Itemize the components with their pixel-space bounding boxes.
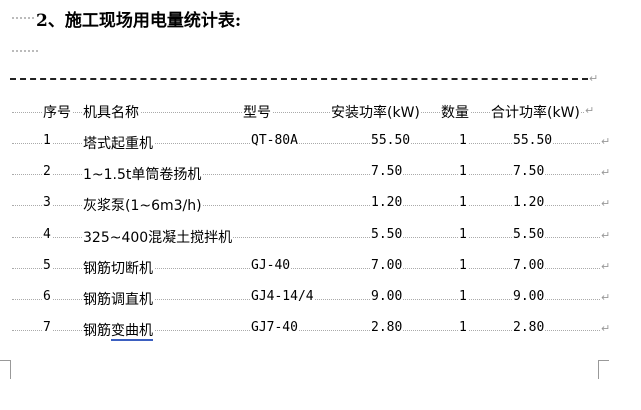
table-cell: 1.20 xyxy=(370,195,404,211)
table-cell: 1 xyxy=(458,133,468,148)
table-cell: 1 xyxy=(458,226,468,242)
table-cell: 2.80 xyxy=(370,320,404,336)
table-cell: 4 xyxy=(42,226,52,242)
table-cell: 7.50 xyxy=(512,164,546,180)
paragraph-mark: ↵ xyxy=(589,72,599,85)
paragraph-mark: ↵ xyxy=(600,259,612,273)
paragraph-mark: ↵ xyxy=(584,104,596,117)
table-cell: GJ-40 xyxy=(250,257,292,273)
table-cell: QT-80A xyxy=(250,133,299,148)
paragraph-mark: ↵ xyxy=(600,228,612,242)
table-cell: 1 xyxy=(458,257,468,273)
table-cell: GJ4-14/4 xyxy=(250,289,315,304)
table-cell: 2.80 xyxy=(512,320,546,336)
table-row: 4 325~400混凝土搅拌机 5.50 1 5.50 ↵ xyxy=(0,226,641,247)
table-row: 7 钢筋变曲机 GJ7-40 2.80 1 2.80 ↵ xyxy=(0,320,641,342)
table-row: 2 1~1.5t单筒卷扬机 7.50 1 7.50 ↵ xyxy=(0,164,641,185)
table-cell: 1 xyxy=(42,133,52,148)
empty-line-dots xyxy=(12,50,38,52)
column-header: 数量 xyxy=(440,102,470,122)
paragraph-mark: ↵ xyxy=(600,135,612,148)
table-cell: 钢筋调直机 xyxy=(82,289,154,309)
table-cell: 5 xyxy=(42,257,52,273)
table-cell: 2 xyxy=(42,164,52,180)
paragraph-mark: ↵ xyxy=(600,166,612,180)
table-cell: 7.50 xyxy=(370,164,404,180)
indent-dots xyxy=(12,17,34,19)
table-cell: 1.20 xyxy=(512,195,546,211)
table-cell: 1 xyxy=(458,164,468,180)
table-cell: 灰浆泵(1~6m3/h) xyxy=(82,195,203,216)
table-row: 6 钢筋调直机 GJ4-14/4 9.00 1 9.00 ↵ xyxy=(0,289,641,309)
table-cell: 7 xyxy=(42,320,52,336)
table-cell: 9.00 xyxy=(512,289,546,304)
section-title: 2、施工现场用电量统计表: xyxy=(36,11,242,31)
spellcheck-underline xyxy=(111,339,153,342)
table-cell: 55.50 xyxy=(512,133,554,148)
column-header: 序号 xyxy=(42,102,72,122)
table-cell: 5.50 xyxy=(370,226,404,242)
table-cell: 7.00 xyxy=(370,257,404,273)
table-cell: 3 xyxy=(42,195,52,211)
column-header: 安装功率(kW) xyxy=(330,102,421,122)
column-header: 合计功率(kW) xyxy=(490,102,581,122)
table-cell: 1 xyxy=(458,320,468,336)
table-cell: 5.50 xyxy=(512,226,546,242)
table-cell: 7.00 xyxy=(512,257,546,273)
table-cell: 塔式起重机 xyxy=(82,133,154,153)
table-cell: 55.50 xyxy=(370,133,412,148)
table-cell: 钢筋变曲机 xyxy=(82,320,154,341)
paragraph-mark: ↵ xyxy=(600,197,612,211)
table-cell: 1 xyxy=(458,195,468,211)
dashed-separator xyxy=(10,78,588,80)
paragraph-mark: ↵ xyxy=(600,291,612,304)
table-row: 3 灰浆泵(1~6m3/h) 1.20 1 1.20 ↵ xyxy=(0,195,641,216)
table-cell: 6 xyxy=(42,289,52,304)
table-cell: GJ7-40 xyxy=(250,320,299,336)
table-cell: 1~1.5t单筒卷扬机 xyxy=(82,164,203,185)
page-corner-right xyxy=(598,360,609,379)
table-cell: 9.00 xyxy=(370,289,404,304)
table-row: 1 塔式起重机 QT-80A 55.50 1 55.50 ↵ xyxy=(0,133,641,153)
table-row: 5 钢筋切断机 GJ-40 7.00 1 7.00 ↵ xyxy=(0,257,641,278)
table-header-row: 序号 机具名称 型号 安装功率(kW) 数量 合计功率(kW) ↵ xyxy=(0,102,641,122)
column-header: 机具名称 xyxy=(82,102,140,122)
table-cell: 1 xyxy=(458,289,468,304)
page-corner-left xyxy=(0,360,11,379)
column-header: 型号 xyxy=(242,102,272,122)
paragraph-mark: ↵ xyxy=(600,322,612,336)
table-cell: 325~400混凝土搅拌机 xyxy=(82,226,234,247)
table-cell: 钢筋切断机 xyxy=(82,257,154,278)
